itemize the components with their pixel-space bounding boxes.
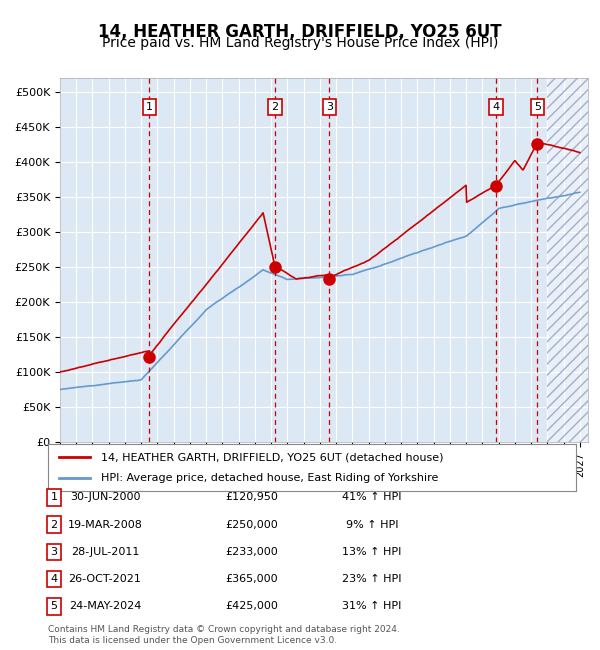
Text: 26-OCT-2021: 26-OCT-2021 bbox=[68, 574, 142, 584]
Text: 31% ↑ HPI: 31% ↑ HPI bbox=[343, 601, 401, 612]
Text: 4: 4 bbox=[50, 574, 58, 584]
Text: 28-JUL-2011: 28-JUL-2011 bbox=[71, 547, 139, 557]
Text: 14, HEATHER GARTH, DRIFFIELD, YO25 6UT: 14, HEATHER GARTH, DRIFFIELD, YO25 6UT bbox=[98, 23, 502, 41]
Text: £250,000: £250,000 bbox=[226, 519, 278, 530]
Bar bbox=[547, 78, 588, 442]
Text: 2: 2 bbox=[271, 102, 278, 112]
Text: £365,000: £365,000 bbox=[226, 574, 278, 584]
Text: 5: 5 bbox=[534, 102, 541, 112]
Text: 13% ↑ HPI: 13% ↑ HPI bbox=[343, 547, 401, 557]
Text: 1: 1 bbox=[146, 102, 153, 112]
Text: 3: 3 bbox=[326, 102, 333, 112]
Text: 41% ↑ HPI: 41% ↑ HPI bbox=[342, 492, 402, 502]
Text: 9% ↑ HPI: 9% ↑ HPI bbox=[346, 519, 398, 530]
Text: 2: 2 bbox=[50, 519, 58, 530]
Text: HPI: Average price, detached house, East Riding of Yorkshire: HPI: Average price, detached house, East… bbox=[101, 473, 438, 483]
Text: 3: 3 bbox=[50, 547, 58, 557]
Text: £233,000: £233,000 bbox=[226, 547, 278, 557]
Text: 30-JUN-2000: 30-JUN-2000 bbox=[70, 492, 140, 502]
Text: £120,950: £120,950 bbox=[226, 492, 278, 502]
Text: Price paid vs. HM Land Registry's House Price Index (HPI): Price paid vs. HM Land Registry's House … bbox=[102, 36, 498, 50]
Text: Contains HM Land Registry data © Crown copyright and database right 2024.
This d: Contains HM Land Registry data © Crown c… bbox=[48, 625, 400, 645]
Text: 4: 4 bbox=[492, 102, 499, 112]
Text: 24-MAY-2024: 24-MAY-2024 bbox=[69, 601, 141, 612]
Text: 23% ↑ HPI: 23% ↑ HPI bbox=[342, 574, 402, 584]
Bar bbox=[547, 78, 588, 442]
Text: £425,000: £425,000 bbox=[226, 601, 278, 612]
Text: 5: 5 bbox=[50, 601, 58, 612]
Text: 1: 1 bbox=[50, 492, 58, 502]
Text: 14, HEATHER GARTH, DRIFFIELD, YO25 6UT (detached house): 14, HEATHER GARTH, DRIFFIELD, YO25 6UT (… bbox=[101, 452, 443, 462]
Text: 19-MAR-2008: 19-MAR-2008 bbox=[68, 519, 142, 530]
